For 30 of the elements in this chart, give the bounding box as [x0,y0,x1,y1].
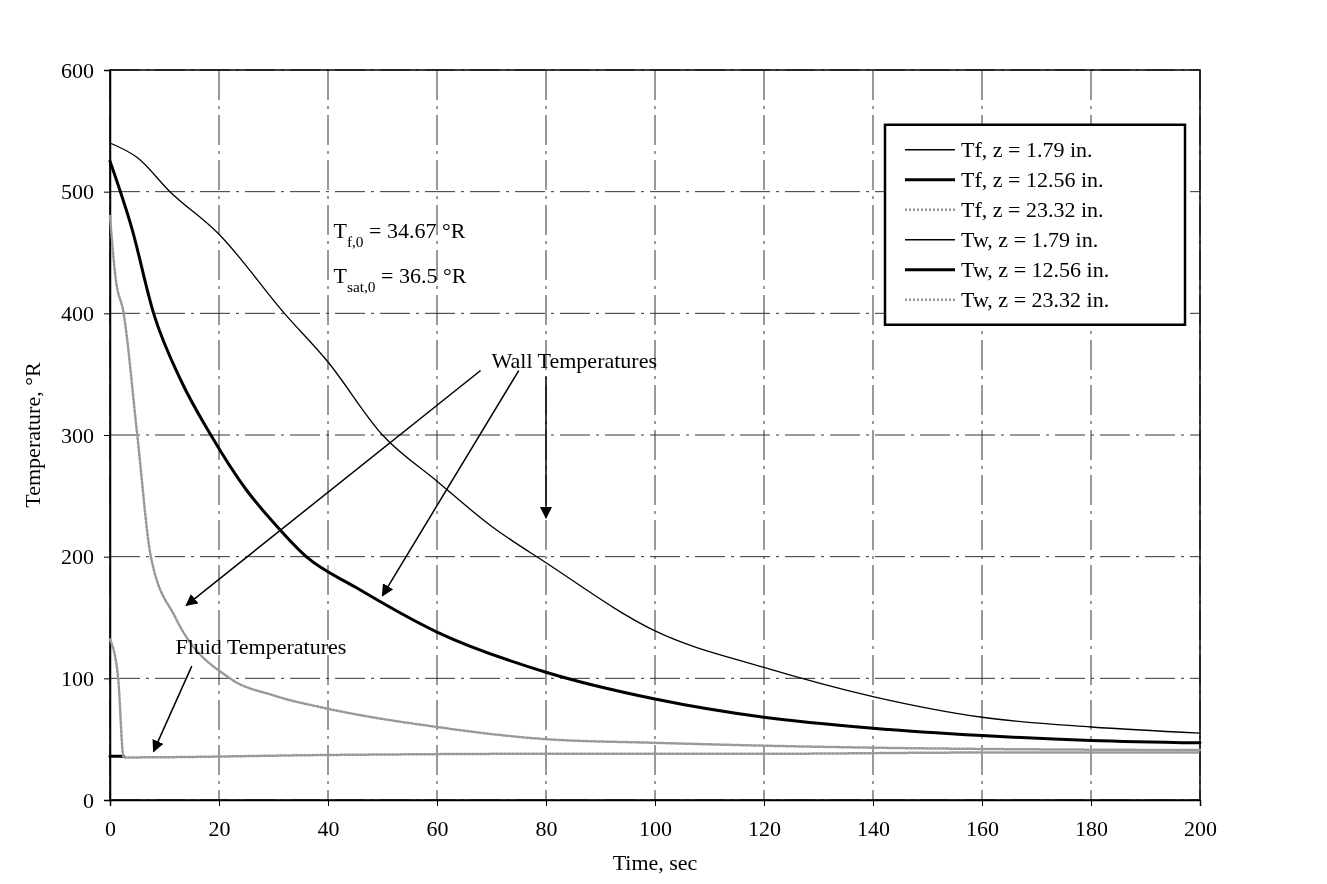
annotation: T$_{f,0}$ = 34.67 °R [333,217,466,250]
y-tick-label: 600 [61,57,94,83]
legend-label: Tf, z = 23.32 in. [961,196,1104,222]
y-tick-label: 100 [61,665,94,691]
x-tick-label: 140 [857,815,890,841]
x-tick-label: 0 [105,815,116,841]
x-tick-label: 200 [1184,815,1217,841]
legend-label: Tf, z = 1.79 in. [961,136,1093,162]
legend-label: Tw, z = 23.32 in. [961,286,1110,312]
y-tick-label: 0 [83,787,94,813]
annotation: Wall Temperatures [491,348,657,374]
x-tick-label: 40 [317,815,340,841]
x-tick-label: 20 [208,815,231,841]
x-tick-label: 180 [1075,815,1108,841]
x-tick-label: 60 [426,815,449,841]
x-tick-label: 100 [639,815,672,841]
y-tick-label: 500 [61,179,94,205]
x-tick-label: 160 [966,815,999,841]
legend-label: Tw, z = 1.79 in. [961,226,1099,252]
y-axis-title: Temperature, °R [20,362,45,508]
legend-label: Tw, z = 12.56 in. [961,256,1110,282]
annotation: Fluid Temperatures [175,634,347,659]
y-tick-label: 400 [61,300,94,326]
x-tick-label: 120 [748,815,781,841]
x-axis-title: Time, sec [612,850,698,875]
legend-label: Tf, z = 12.56 in. [961,166,1104,192]
y-tick-label: 300 [61,422,94,448]
x-tick-label: 80 [535,815,558,841]
y-tick-label: 200 [61,544,94,570]
annotation: T$_{sat,0}$ = 36.5 °R [333,262,467,295]
